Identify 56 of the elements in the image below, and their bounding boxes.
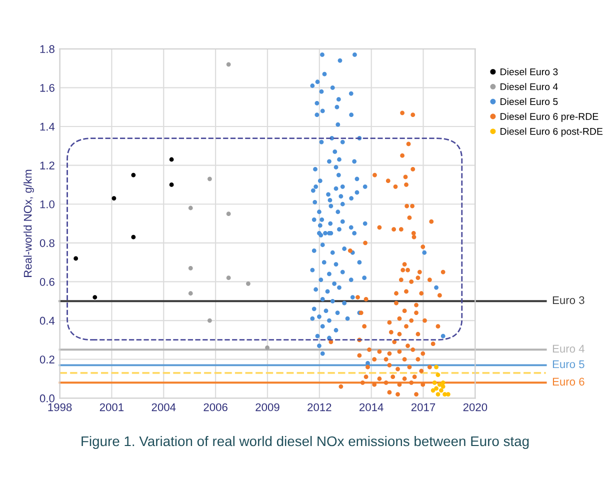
x-tick-label: 2001 <box>100 403 124 412</box>
ref-line-label: Euro 5 <box>552 360 584 368</box>
caption: Figure 1. Variation of real world diesel NOx emissions between Euro stag <box>82 436 529 449</box>
ref-line-label: Euro 3 <box>552 296 584 304</box>
point <box>208 318 212 323</box>
x-tick-label: 2017 <box>411 403 436 412</box>
x-tick-label: 2020 <box>463 403 488 412</box>
point <box>437 382 442 387</box>
x-tick-label: 2006 <box>204 403 228 412</box>
y-tick-label: 1.6 <box>40 84 54 92</box>
point <box>188 206 193 210</box>
legend-label: Diesel Euro 6 post-RDE <box>500 128 603 137</box>
point <box>439 388 444 393</box>
point <box>74 256 78 261</box>
x-tick-label: 2009 <box>256 403 280 412</box>
y-tick-label: 1.2 <box>40 162 54 170</box>
point <box>265 346 270 350</box>
y-axis-title: Real-world NOx, g/km <box>24 170 34 277</box>
legend-label: Diesel Euro 4 <box>500 83 558 90</box>
y-tick-label: 0.0 <box>40 394 54 402</box>
point <box>131 234 136 240</box>
point <box>226 212 231 216</box>
point <box>430 388 436 393</box>
point <box>226 276 231 280</box>
x-tick-label: 1998 <box>48 403 72 412</box>
y-tick-label: 1.0 <box>40 200 54 208</box>
y-tick-label: 0.6 <box>40 278 54 286</box>
point <box>436 392 440 396</box>
legend-label: Diesel Euro 6 pre-RDE <box>500 112 598 122</box>
point <box>92 295 98 300</box>
legend-label: Diesel Euro 5 <box>500 98 558 106</box>
point <box>169 157 174 162</box>
point <box>436 372 440 378</box>
ref-line-label: Euro 4 <box>552 344 584 353</box>
point <box>208 176 212 182</box>
y-tick-label: 0.4 <box>40 316 55 325</box>
point <box>188 266 193 270</box>
x-tick-label: 2004 <box>152 403 176 412</box>
y-tick-label: 1.8 <box>40 45 54 54</box>
y-tick-label: 0.8 <box>40 239 54 248</box>
point <box>434 386 438 391</box>
ref-line-label: Euro 6 <box>552 378 584 386</box>
y-tick-label: 1.4 <box>40 122 55 131</box>
legend-label: Diesel Euro 3 <box>500 68 558 76</box>
point <box>226 62 231 67</box>
point <box>112 196 116 200</box>
point <box>169 182 174 187</box>
point <box>246 281 250 286</box>
x-tick-label: 2012 <box>308 403 332 412</box>
y-tick-label: 0.2 <box>40 356 54 364</box>
point <box>131 172 136 178</box>
point <box>432 380 437 385</box>
x-tick-label: 2014 <box>360 403 384 412</box>
point <box>440 380 446 385</box>
point <box>188 291 193 296</box>
point <box>434 364 438 370</box>
